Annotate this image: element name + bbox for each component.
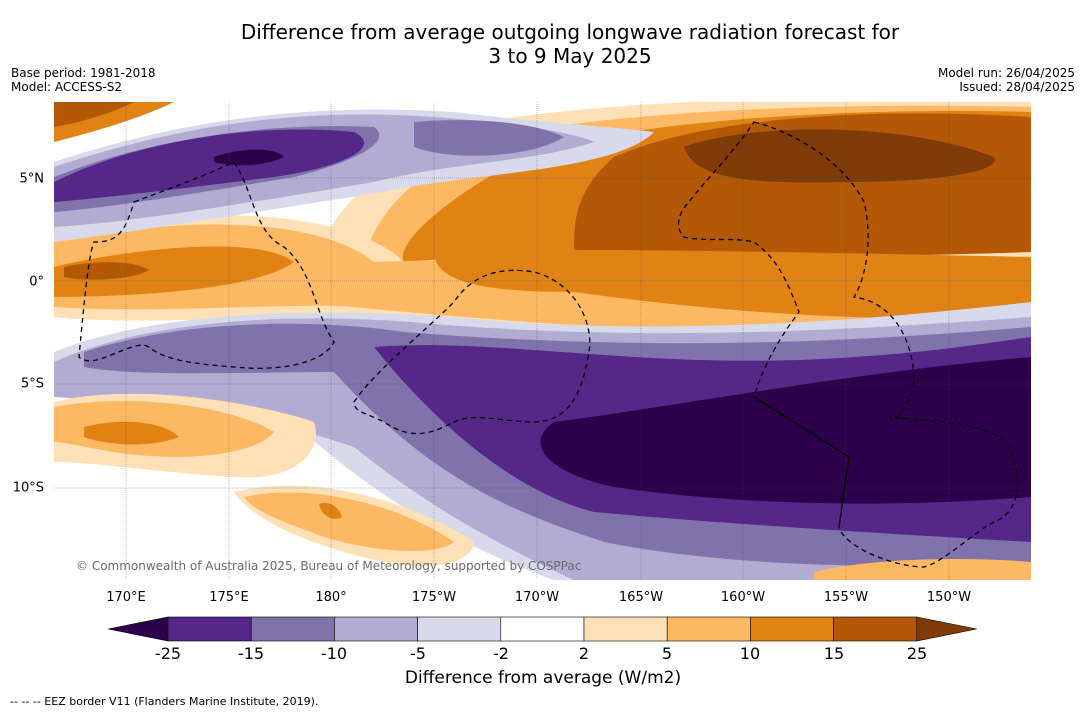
colorbar-segment <box>666 616 751 642</box>
map-canvas <box>54 102 1031 580</box>
lon-label-175w: 175°W <box>411 590 457 605</box>
colorbar-segment <box>583 616 668 642</box>
base-period: Base period: 1981-2018 <box>11 66 156 80</box>
lon-label-160w: 160°W <box>720 590 766 605</box>
colorbar-tick-6: 2 <box>578 644 590 663</box>
olr-anomaly-map <box>54 102 1031 580</box>
colorbar <box>108 616 977 642</box>
title-line-2: 3 to 9 May 2025 <box>488 44 652 68</box>
colorbar-segment <box>417 616 502 642</box>
colorbar-tick-8: 10 <box>739 644 761 663</box>
lat-label-5n: 5°N <box>19 171 45 187</box>
lat-label-5s: 5°S <box>20 376 44 392</box>
issued-date: Issued: 28/04/2025 <box>959 80 1075 94</box>
colorbar-tick-2: -15 <box>237 644 265 663</box>
model-name: Model: ACCESS-S2 <box>11 80 123 94</box>
lon-label-170w: 170°W <box>514 590 560 605</box>
map-title: Difference from average outgoing longwav… <box>0 20 1085 68</box>
lat-label-0: 0° <box>29 274 44 290</box>
eez-footnote: -- -- -- EEZ border V11 (Flanders Marine… <box>10 695 319 708</box>
lon-label-180: 180° <box>315 590 347 605</box>
lon-label-165w: 165°W <box>618 590 664 605</box>
colorbar-tick-9: 15 <box>823 644 845 663</box>
lon-label-155w: 155°W <box>823 590 869 605</box>
colorbar-segment <box>250 616 335 642</box>
colorbar-tick-1: -25 <box>154 644 182 663</box>
colorbar-extend-high <box>916 616 977 642</box>
colorbar-extend-low <box>108 616 169 642</box>
colorbar-segment <box>833 616 918 642</box>
base-info: Base period: 1981-2018 Model: ACCESS-S2 <box>11 66 156 94</box>
colorbar-tick-7: 5 <box>661 644 673 663</box>
lat-label-10s: 10°S <box>12 480 44 496</box>
colorbar-tick-5: -2 <box>493 644 509 663</box>
copyright-notice: © Commonwealth of Australia 2025, Bureau… <box>76 559 582 573</box>
lon-label-150w: 150°W <box>926 590 972 605</box>
colorbar-tick-4: -5 <box>410 644 426 663</box>
colorbar-tick-10: 25 <box>906 644 928 663</box>
colorbar-tick-3: -10 <box>320 644 348 663</box>
lon-label-175e: 175°E <box>209 590 249 605</box>
title-line-1: Difference from average outgoing longwav… <box>240 20 900 44</box>
lon-label-170e: 170°E <box>106 590 146 605</box>
model-run: Model run: 26/04/2025 <box>937 66 1075 80</box>
colorbar-label: Difference from average (W/m2) <box>404 668 682 688</box>
colorbar-segment <box>167 616 252 642</box>
colorbar-segment <box>750 616 834 642</box>
colorbar-segment <box>500 616 585 642</box>
run-info: Model run: 26/04/2025 Issued: 28/04/2025 <box>938 66 1075 94</box>
colorbar-segment <box>334 616 418 642</box>
